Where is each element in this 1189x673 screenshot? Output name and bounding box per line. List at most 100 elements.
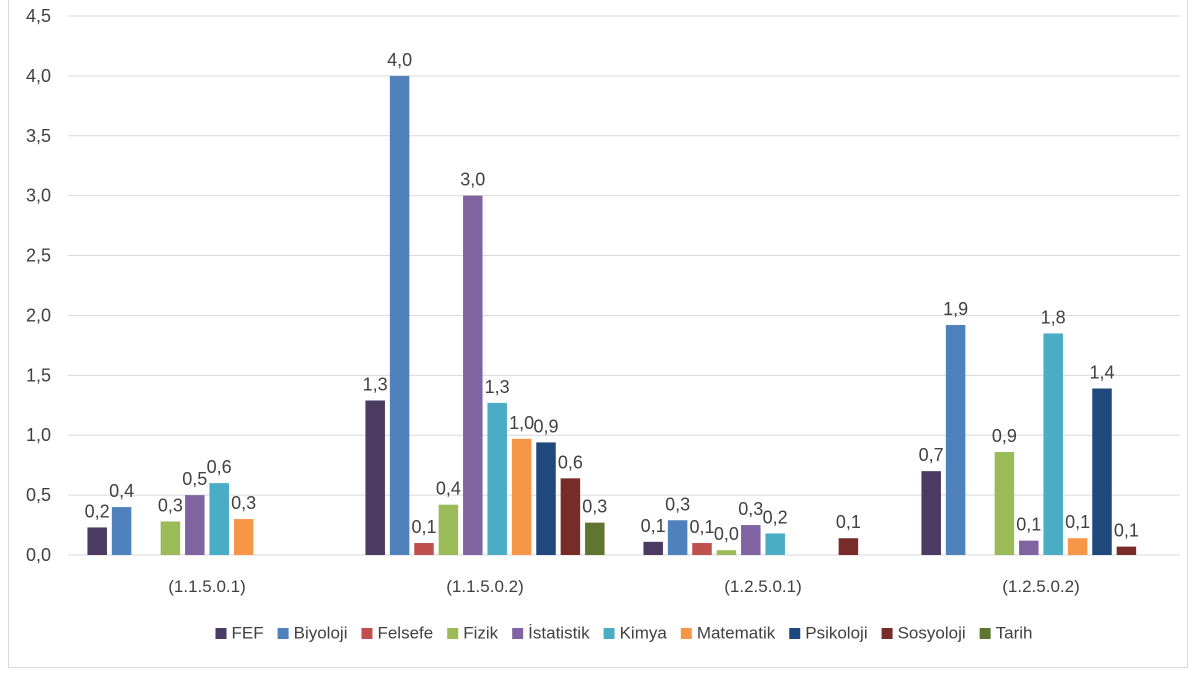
data-label: 3,0 [460,170,485,190]
bar-kimya [209,483,229,555]
y-tick-label: 4,5 [26,6,51,26]
data-labels: 0,20,40,30,50,60,31,34,00,10,43,01,31,0 0… [85,50,1139,544]
data-label: 0,5 [182,469,207,489]
y-tick-label: 3,0 [26,186,51,206]
data-label: 0,3 [665,494,690,514]
legend-item-sosyoloji: Sosyoloji [881,624,966,643]
legend-swatch [447,628,459,639]
y-tick-label: 2,5 [26,246,51,266]
data-label: 1,8 [1041,307,1066,327]
bar-kimya [1043,333,1063,555]
bar-sosyoloji [560,478,581,555]
bar-tarih [585,522,605,555]
data-label: 0,1 [641,516,666,536]
bar-sosyoloji [838,538,859,555]
data-label: 0,3 [231,493,256,513]
legend-item-tarih: Tarih [979,624,1033,643]
bar-matematik [511,438,532,555]
data-label: 0,1 [689,517,714,537]
bar-biyoloji [945,325,966,555]
bar-fef [921,471,941,555]
bar-i̇statistik [741,525,761,555]
data-label: 0,3 [738,499,763,519]
data-label: 0,4 [109,481,134,501]
legend-label: FEF [232,624,264,643]
data-label: 1,9 [943,299,968,319]
bar-matematik [1067,538,1088,555]
bar-chart: 0,00,51,01,52,02,53,03,54,04,5 0,20,40,3… [26,6,1180,643]
legend-label: İstatistik [528,624,590,643]
y-tick-label: 0,5 [26,485,51,505]
legend-label: Kimya [620,624,668,643]
legend: FEF Biyoloji Felsefe Fizik İstatistik Kimya Ma… [215,624,1033,643]
data-label: 0,4 [436,479,461,499]
legend-item-psikoloji: Psikoloji [789,624,868,643]
legend-item-fizik: Fizik [447,624,499,643]
data-label: 0,1 [836,512,861,532]
legend-label: Felsefe [377,624,433,643]
bar-psikoloji [536,442,556,555]
data-label: 0,0 [714,524,739,544]
bar-biyoloji [389,75,410,555]
legend-item-fef: FEF [215,624,264,643]
bar-i̇statistik [185,495,205,555]
bar-i̇statistik [463,195,483,555]
legend-swatch [979,628,991,639]
data-label: 0,1 [411,517,436,537]
legend-swatch [680,628,692,639]
data-label: 0,1 [1016,515,1041,535]
y-tick-label: 1,5 [26,365,51,385]
data-label: 0,3 [158,495,183,515]
bar-sosyoloji [1116,546,1137,555]
data-label: 0,9 [992,426,1017,446]
bar-felsefe [692,543,712,555]
bar-fef [87,527,107,555]
data-label: 1,3 [485,377,510,397]
bar-psikoloji [1092,388,1112,555]
bar-fizik [160,521,181,555]
data-label: 1,3 [363,374,388,394]
legend-label: Fizik [463,624,498,643]
x-tick-label: (1.2.5.0.2) [1002,577,1080,596]
data-label: 0,9 [533,416,558,436]
data-label: 4,0 [387,50,412,70]
data-label: 0,6 [558,452,583,472]
data-label: 0,7 [919,445,944,465]
data-label: 0,6 [207,457,232,477]
chart-frame: 0,0 0,5 1,0 1,5 2,0 2,5 3,0 3,5 4,0 4,5 0,2 0,4 0,3… [8,0,1188,668]
bar-fef [365,400,385,555]
bar-biyoloji [667,520,688,555]
data-label: 0,2 [85,501,110,521]
data-label: 1,4 [1089,363,1114,383]
legend-item-kimya: Kimya [603,624,668,643]
legend-item-i̇statistik: İstatistik [512,624,590,643]
y-tick-label: 4,0 [26,66,51,86]
legend-swatch [881,628,893,639]
legend-swatch [512,628,524,639]
legend-label: Matematik [697,624,776,643]
y-axis-ticks: 0,0 0,5 1,0 1,5 2,0 2,5 3,0 3,5 4,0 4,5 [26,6,51,565]
y-tick-label: 2,0 [26,305,51,325]
bar-felsefe [414,543,434,555]
data-label: 0,2 [763,507,788,527]
legend-swatch [789,628,801,639]
legend-label: Biyoloji [294,624,348,643]
bar-matematik [233,519,254,555]
legend-swatch [361,628,373,639]
gridlines [68,15,1180,556]
bar-biyoloji [111,507,132,555]
data-label: 1,0 [509,413,534,433]
legend-label: Tarih [996,624,1033,643]
legend-swatch [603,628,615,639]
data-label: 0,3 [582,497,607,517]
legend-label: Sosyoloji [898,624,966,643]
legend-item-felsefe: Felsefe [361,624,433,643]
bar-fizik [438,504,459,555]
legend-swatch [215,628,227,639]
legend-label: Psikoloji [805,624,867,643]
x-tick-label: (1.1.5.0.2) [446,577,524,596]
legend-item-matematik: Matematik [680,624,776,643]
y-tick-label: 1,0 [26,425,51,445]
legend-item-biyoloji: Biyoloji [277,624,348,643]
bar-kimya [765,533,785,555]
